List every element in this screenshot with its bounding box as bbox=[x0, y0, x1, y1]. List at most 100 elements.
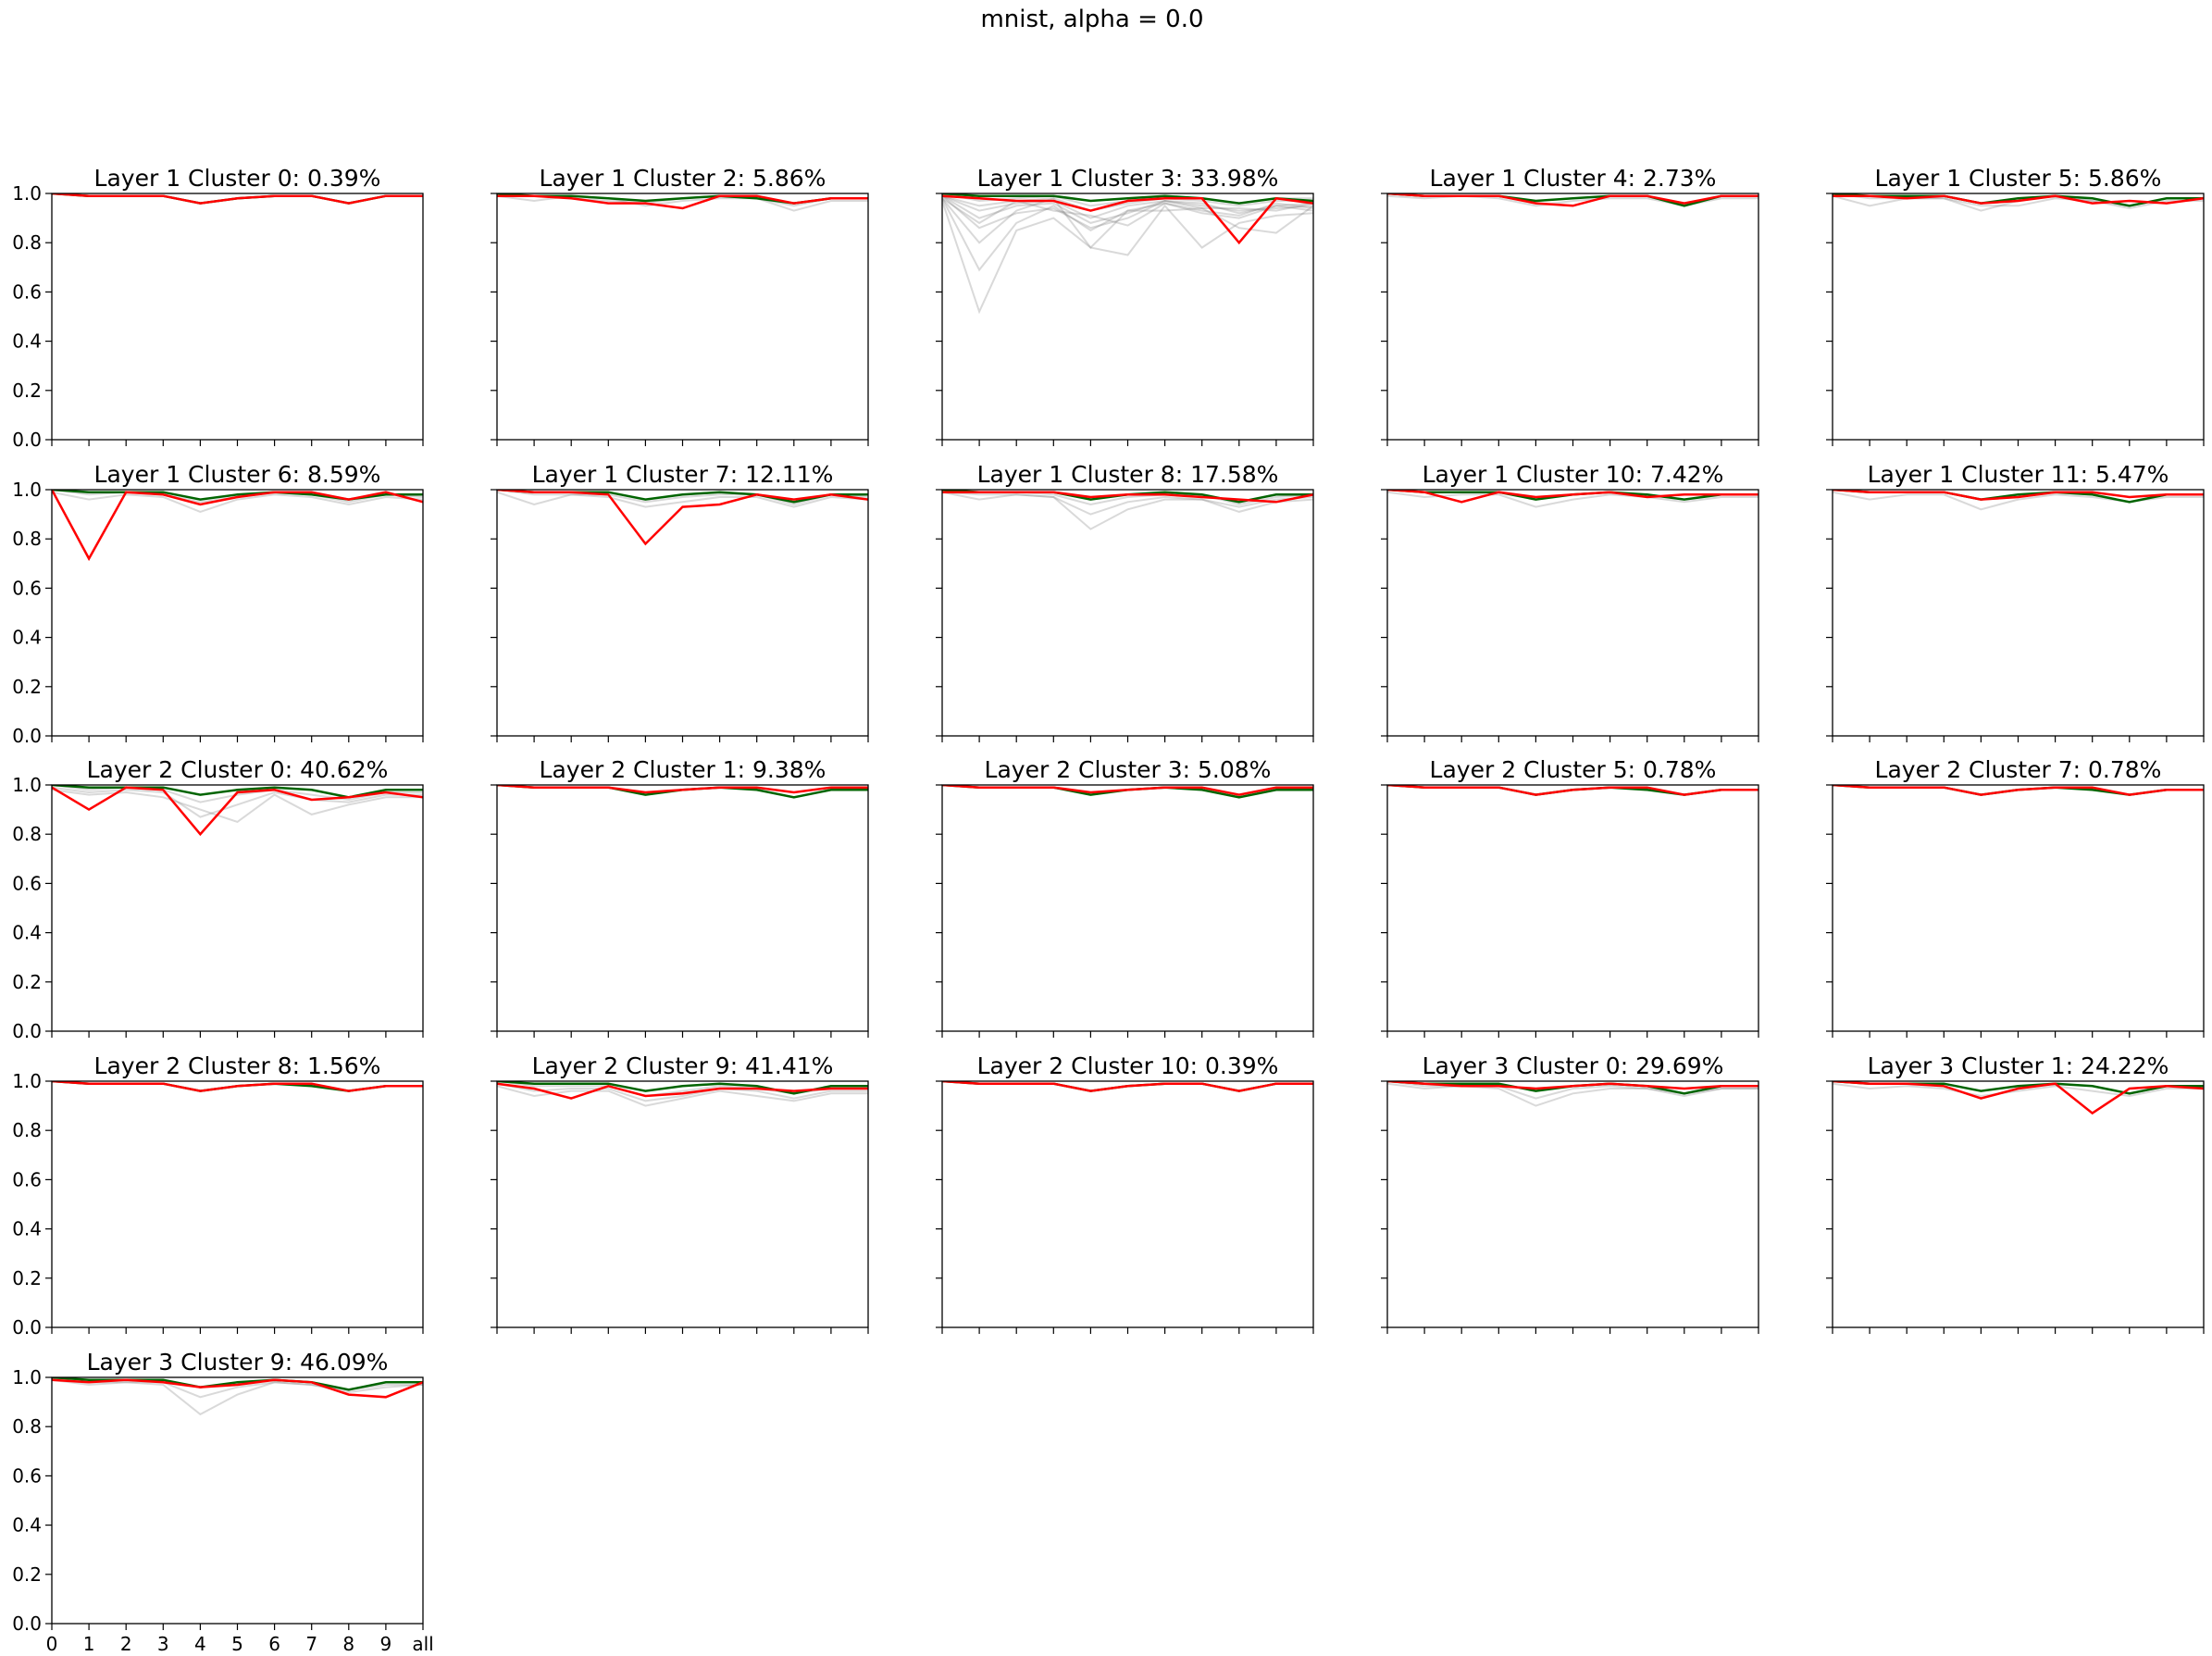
y-tick-label: 1.0 bbox=[12, 182, 42, 205]
subplot-lines bbox=[942, 193, 1313, 315]
subplot-frame bbox=[51, 193, 424, 441]
y-tick-label: 0.4 bbox=[12, 627, 42, 649]
gray-series-line bbox=[942, 197, 1313, 250]
x-tick-label: 1 bbox=[83, 1633, 95, 1655]
subplot-title: Layer 2 Cluster 1: 9.38% bbox=[540, 756, 826, 783]
x-tick-label: 9 bbox=[380, 1633, 392, 1655]
subplot-lines bbox=[1387, 785, 1758, 796]
gray-series-line bbox=[942, 194, 1313, 219]
subplot-frame bbox=[1386, 193, 1759, 441]
y-tick-label: 0.6 bbox=[12, 280, 42, 303]
gray-series-line bbox=[942, 491, 1313, 516]
subplot: Layer 2 Cluster 10: 0.39% bbox=[936, 1052, 1314, 1334]
subplot: Layer 2 Cluster 3: 5.08% bbox=[936, 756, 1314, 1038]
subplot-lines bbox=[497, 785, 868, 799]
subplot-lines bbox=[497, 1081, 868, 1107]
y-tick-label: 0.0 bbox=[12, 725, 42, 747]
y-tick-label: 0.4 bbox=[12, 1514, 42, 1537]
red-series-line bbox=[942, 194, 1313, 245]
y-tick-label: 0.0 bbox=[12, 1612, 42, 1635]
x-tick-label: all bbox=[412, 1633, 433, 1655]
x-tick-label: 3 bbox=[157, 1633, 169, 1655]
red-series-line bbox=[1387, 1081, 1758, 1090]
red-series-line bbox=[1387, 785, 1758, 796]
subplot-lines bbox=[497, 193, 868, 212]
subplot-lines bbox=[1387, 1081, 1758, 1107]
red-series-line bbox=[1387, 490, 1758, 504]
subplot-lines bbox=[942, 490, 1313, 530]
subplot-title: Layer 2 Cluster 5: 0.78% bbox=[1430, 756, 1717, 783]
x-tick-label: 8 bbox=[342, 1633, 354, 1655]
gray-series-line bbox=[52, 491, 423, 513]
red-series-line bbox=[52, 1081, 423, 1092]
subplot: Layer 1 Cluster 5: 5.86% bbox=[1826, 165, 2205, 446]
subplot-frame bbox=[496, 489, 869, 737]
red-series-line bbox=[1833, 490, 2204, 501]
subplot-title: Layer 1 Cluster 10: 7.42% bbox=[1423, 461, 1724, 488]
subplot: Layer 1 Cluster 10: 7.42% bbox=[1381, 461, 1759, 742]
subplot: Layer 3 Cluster 0: 29.69% bbox=[1381, 1052, 1759, 1334]
y-tick-label: 1.0 bbox=[12, 1366, 42, 1388]
subplot-frame bbox=[1386, 489, 1759, 737]
y-tick-label: 0.2 bbox=[12, 380, 42, 402]
subplot-title: Layer 2 Cluster 3: 5.08% bbox=[985, 756, 1272, 783]
gray-series-line bbox=[52, 786, 423, 818]
y-tick-label: 0.6 bbox=[12, 872, 42, 894]
gray-series-line bbox=[497, 490, 868, 506]
subplot-title: Layer 2 Cluster 7: 0.78% bbox=[1875, 756, 2162, 783]
gray-series-line bbox=[942, 194, 1313, 224]
y-tick-label: 0.6 bbox=[12, 1168, 42, 1190]
x-tick-label: 4 bbox=[194, 1633, 206, 1655]
subplot-frame bbox=[941, 784, 1314, 1032]
red-series-line bbox=[497, 490, 868, 546]
subplot-lines bbox=[52, 785, 423, 837]
gray-series-line bbox=[497, 1085, 868, 1107]
subplot-lines bbox=[1833, 193, 2204, 212]
subplot-title: Layer 2 Cluster 0: 40.62% bbox=[87, 756, 389, 783]
gray-series-line bbox=[497, 491, 868, 508]
subplot-title: Layer 3 Cluster 1: 24.22% bbox=[1868, 1052, 2169, 1079]
y-tick-label: 0.8 bbox=[12, 1119, 42, 1141]
y-tick-label: 0.2 bbox=[12, 1563, 42, 1586]
gray-series-line bbox=[52, 789, 423, 824]
subplot-title: Layer 1 Cluster 6: 8.59% bbox=[94, 461, 381, 488]
subplot-frame bbox=[1832, 193, 2205, 441]
subplot-title: Layer 3 Cluster 9: 46.09% bbox=[87, 1349, 389, 1376]
gray-series-line bbox=[942, 194, 1313, 212]
subplot-frame bbox=[1832, 784, 2205, 1032]
subplot-title: Layer 1 Cluster 4: 2.73% bbox=[1430, 165, 1717, 192]
subplot: Layer 2 Cluster 8: 1.56% 0.0 0.2 0.4 0.6 0.8 1… bbox=[12, 1052, 424, 1338]
subplot-lines bbox=[52, 490, 423, 562]
green-series-line bbox=[1833, 193, 2204, 207]
subplot: Layer 2 Cluster 1: 9.38% bbox=[491, 756, 869, 1038]
subplot-title: Layer 1 Cluster 7: 12.11% bbox=[532, 461, 834, 488]
subplot: Layer 1 Cluster 4: 2.73% bbox=[1381, 165, 1759, 446]
red-series-line bbox=[497, 194, 868, 210]
gray-series-line bbox=[1387, 491, 1758, 508]
y-tick-label: 0.8 bbox=[12, 528, 42, 550]
y-tick-label: 0.8 bbox=[12, 823, 42, 845]
panels: Layer 1 Cluster 0: 0.39% 0.0 0.2 0.4 0.6 0.8 1… bbox=[12, 165, 2205, 1655]
subplot-frame bbox=[1386, 1080, 1759, 1328]
x-tick-label: 6 bbox=[268, 1633, 280, 1655]
red-series-line bbox=[1833, 1081, 2204, 1115]
y-tick-label: 0.4 bbox=[12, 922, 42, 944]
y-tick-label: 0.6 bbox=[12, 577, 42, 599]
subplot-title: Layer 1 Cluster 8: 17.58% bbox=[977, 461, 1279, 488]
subplot-lines bbox=[1387, 490, 1758, 508]
subplot-lines bbox=[942, 1081, 1313, 1092]
red-series-line bbox=[1387, 193, 1758, 207]
subplot-lines bbox=[52, 193, 423, 205]
red-series-line bbox=[52, 490, 423, 562]
red-series-line bbox=[942, 785, 1313, 796]
subplot: Layer 2 Cluster 5: 0.78% bbox=[1381, 756, 1759, 1038]
gray-series-line bbox=[942, 197, 1313, 227]
y-tick-label: 0.2 bbox=[12, 676, 42, 698]
subplot-lines bbox=[1833, 1081, 2204, 1115]
subplot: Layer 1 Cluster 11: 5.47% bbox=[1826, 461, 2205, 742]
figure-title: mnist, alpha = 0.0 bbox=[980, 6, 1203, 33]
subplot: Layer 2 Cluster 9: 41.41% bbox=[491, 1052, 869, 1334]
subplot-lines bbox=[497, 490, 868, 546]
